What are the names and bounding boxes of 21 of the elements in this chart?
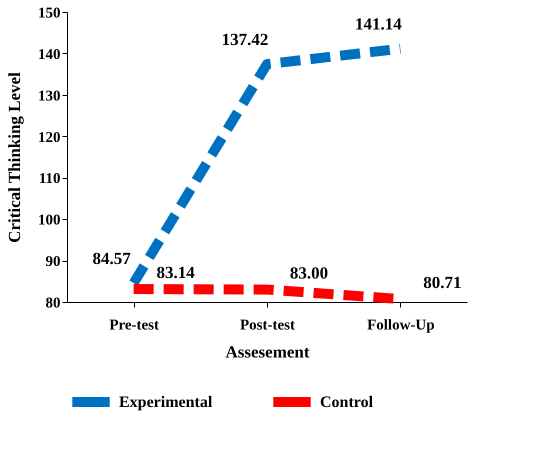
y-tick-label: 130 — [38, 88, 60, 104]
legend-label: Control — [320, 394, 374, 411]
x-tick-label: Pre-test — [109, 318, 160, 334]
x-tick-label: Post-test — [240, 318, 295, 334]
y-tick-label: 90 — [46, 254, 60, 270]
y-tick-label: 100 — [38, 212, 60, 229]
legend-label: Experimental — [119, 394, 213, 411]
y-tick-label: 120 — [38, 130, 60, 146]
y-tick-label: 110 — [38, 171, 60, 188]
data-label: 83.14 — [156, 262, 196, 282]
y-axis-title: Critical Thinking Level — [5, 72, 24, 243]
x-tick-label: Follow-Up — [367, 318, 435, 334]
y-tick-label: 150 — [38, 6, 60, 22]
data-label: 83.00 — [290, 264, 328, 283]
data-label: 84.57 — [92, 249, 132, 268]
y-tick-label: 140 — [38, 46, 60, 63]
x-axis-title: Assesement — [225, 342, 310, 362]
data-label: 80.71 — [423, 273, 462, 292]
y-tick-label: 80 — [46, 296, 60, 312]
data-label: 137.42 — [222, 30, 268, 50]
data-label: 141.14 — [354, 14, 402, 34]
